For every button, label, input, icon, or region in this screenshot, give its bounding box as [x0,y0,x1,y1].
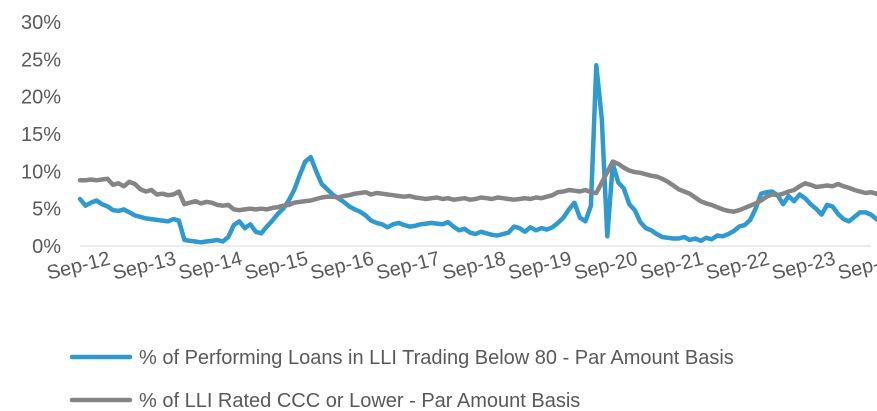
x-tick-label: Sep-20 [572,248,640,285]
y-axis-tick-labels: 0% 5% 10% 15% 20% 25% 30% [21,12,61,258]
x-tick-label: Sep-15 [242,248,310,285]
y-tick-label: 0% [32,236,61,258]
x-axis-tick-labels: Sep-12Sep-13Sep-14Sep-15Sep-16Sep-17Sep-… [45,248,877,285]
x-tick-label: Sep-22 [704,248,772,285]
y-tick-label: 25% [21,49,61,71]
legend-item-2: % of LLI Rated CCC or Lower - Par Amount… [69,390,580,411]
y-tick-label: 15% [21,124,61,146]
y-tick-label: 30% [21,12,61,34]
x-tick-label: Sep-18 [440,248,508,285]
series-line-1 [77,63,877,245]
series-lines [77,63,877,245]
x-tick-label: Sep-17 [374,248,442,285]
x-tick-label: Sep-16 [308,248,376,285]
y-tick-label: 10% [21,161,61,183]
x-tick-label: Sep-24 [836,248,877,285]
legend-label: % of Performing Loans in LLI Trading Bel… [139,347,734,369]
legend-label: % of LLI Rated CCC or Lower - Par Amount… [139,390,580,411]
series-line-2 [77,159,877,214]
legend: % of Performing Loans in LLI Trading Bel… [69,347,734,411]
y-tick-label: 20% [21,87,61,109]
x-tick-label: Sep-23 [770,248,838,285]
x-tick-label: Sep-21 [638,248,706,285]
y-tick-label: 5% [32,199,61,221]
x-tick-label: Sep-13 [111,248,179,285]
x-tick-label: Sep-14 [176,248,244,285]
x-tick-label: Sep-19 [506,248,574,285]
legend-item-1: % of Performing Loans in LLI Trading Bel… [69,347,734,369]
